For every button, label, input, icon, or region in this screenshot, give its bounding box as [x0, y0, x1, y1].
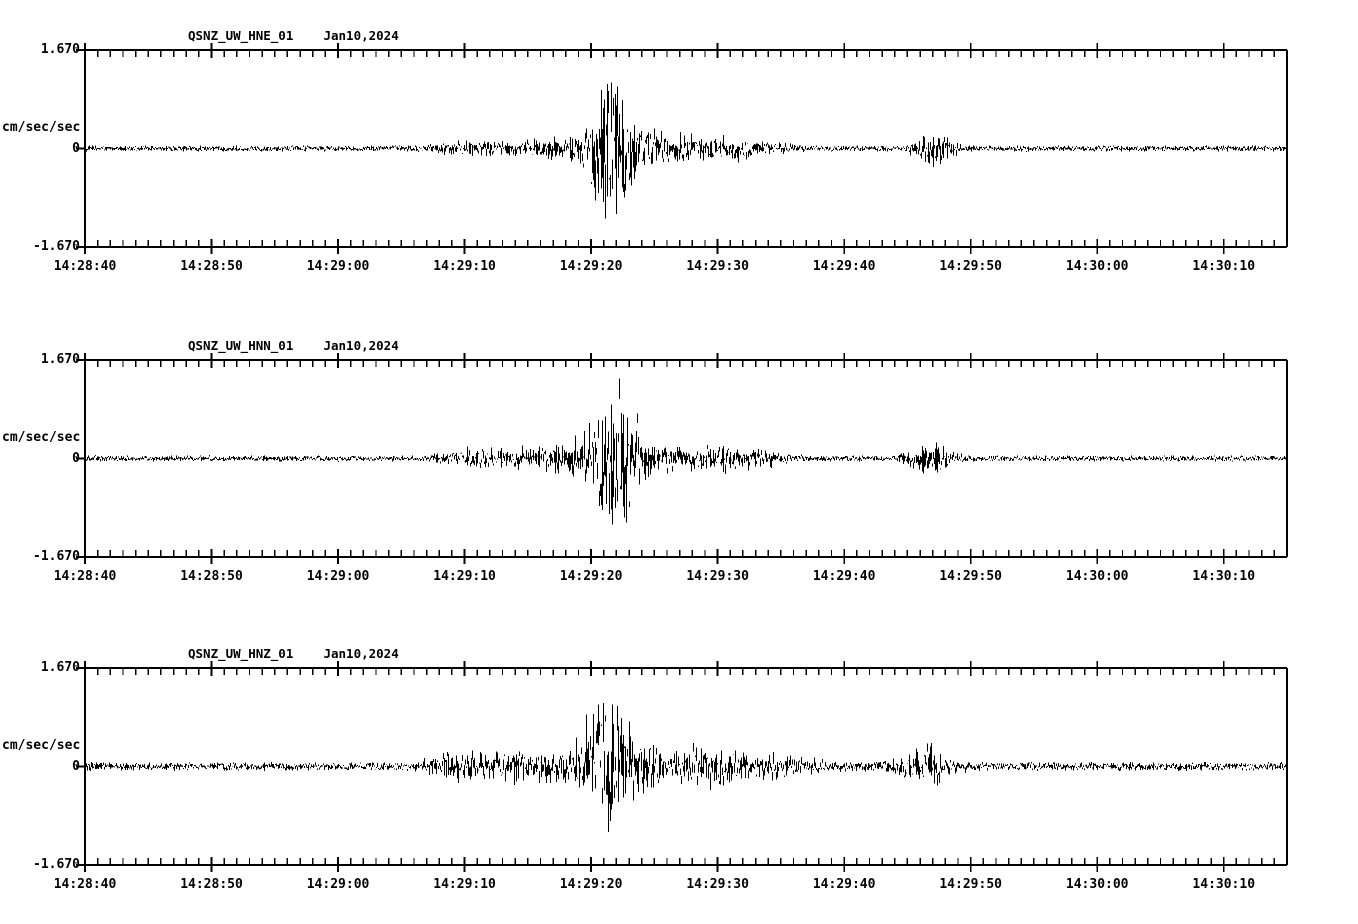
- y-axis-max-label-hnn: 1.670: [40, 352, 80, 367]
- waveform-trace-hnz: [85, 703, 1287, 832]
- waveform-trace-hne: [85, 82, 1287, 219]
- y-axis-min-label-hnz: -1.670: [33, 857, 80, 872]
- x-axis-tick-label-hnz-4: 14:29:20: [559, 877, 623, 892]
- x-axis-tick-label-hnn-7: 14:29:50: [939, 569, 1002, 584]
- y-axis-zero-label-hnn: 0: [0, 451, 80, 466]
- x-axis-tick-label-hne-3: 14:29:10: [433, 259, 496, 274]
- x-axis-tick-label-hnn-9: 14:30:10: [1192, 569, 1256, 584]
- x-axis-tick-label-hnn-4: 14:29:20: [559, 569, 623, 584]
- x-axis-tick-label-hnz-0: 14:28:40: [53, 877, 117, 892]
- waveform-trace-hnn: [85, 378, 1287, 525]
- y-axis-units-label-hnn: cm/sec/sec: [2, 429, 81, 445]
- panel-title-hnn: QSNZ_UW_HNN_01 Jan10,2024: [188, 338, 399, 353]
- x-axis-tick-label-hnn-0: 14:28:40: [53, 569, 117, 584]
- x-axis-tick-label-hne-0: 14:28:40: [53, 259, 117, 274]
- plot-area-hnz: [76, 661, 1288, 872]
- x-axis-tick-label-hne-7: 14:29:50: [939, 259, 1002, 274]
- y-axis-min-label-hnn: -1.670: [33, 549, 80, 564]
- x-axis-tick-label-hnz-3: 14:29:10: [433, 877, 496, 892]
- y-axis-max-label-hne: 1.670: [40, 42, 80, 57]
- x-axis-tick-label-hne-8: 14:30:00: [1065, 259, 1129, 274]
- x-axis-tick-label-hne-9: 14:30:10: [1192, 259, 1256, 274]
- x-axis-tick-label-hnz-9: 14:30:10: [1192, 877, 1256, 892]
- panel-title-hne: QSNZ_UW_HNE_01 Jan10,2024: [188, 28, 399, 43]
- x-axis-tick-label-hne-4: 14:29:20: [559, 259, 623, 274]
- y-axis-zero-label-hne: 0: [0, 141, 80, 156]
- x-axis-tick-label-hnz-8: 14:30:00: [1065, 877, 1129, 892]
- y-axis-zero-label-hnz: 0: [0, 759, 80, 774]
- x-axis-tick-label-hnz-7: 14:29:50: [939, 877, 1002, 892]
- x-axis-tick-label-hnn-5: 14:29:30: [686, 569, 749, 584]
- y-axis-min-label-hne: -1.670: [33, 239, 80, 254]
- x-axis-tick-label-hne-2: 14:29:00: [306, 259, 370, 274]
- panel-title-hnz: QSNZ_UW_HNZ_01 Jan10,2024: [188, 646, 399, 661]
- x-axis-tick-label-hnz-1: 14:28:50: [180, 877, 243, 892]
- plot-area-hnn: [76, 353, 1288, 564]
- x-axis-tick-label-hnn-3: 14:29:10: [433, 569, 496, 584]
- x-axis-tick-label-hnz-5: 14:29:30: [686, 877, 749, 892]
- y-axis-max-label-hnz: 1.670: [40, 660, 80, 675]
- y-axis-units-label-hnz: cm/sec/sec: [2, 737, 81, 753]
- y-axis-units-label-hne: cm/sec/sec: [2, 119, 81, 135]
- x-axis-tick-label-hne-5: 14:29:30: [686, 259, 749, 274]
- x-axis-tick-label-hnz-6: 14:29:40: [812, 877, 876, 892]
- x-axis-tick-label-hne-6: 14:29:40: [812, 259, 876, 274]
- x-axis-tick-label-hnn-6: 14:29:40: [812, 569, 876, 584]
- x-axis-tick-label-hnz-2: 14:29:00: [306, 877, 370, 892]
- x-axis-tick-label-hnn-2: 14:29:00: [306, 569, 370, 584]
- plot-area-hne: [76, 43, 1288, 254]
- x-axis-tick-label-hnn-8: 14:30:00: [1065, 569, 1129, 584]
- x-axis-tick-label-hne-1: 14:28:50: [180, 259, 243, 274]
- x-axis-tick-label-hnn-1: 14:28:50: [180, 569, 243, 584]
